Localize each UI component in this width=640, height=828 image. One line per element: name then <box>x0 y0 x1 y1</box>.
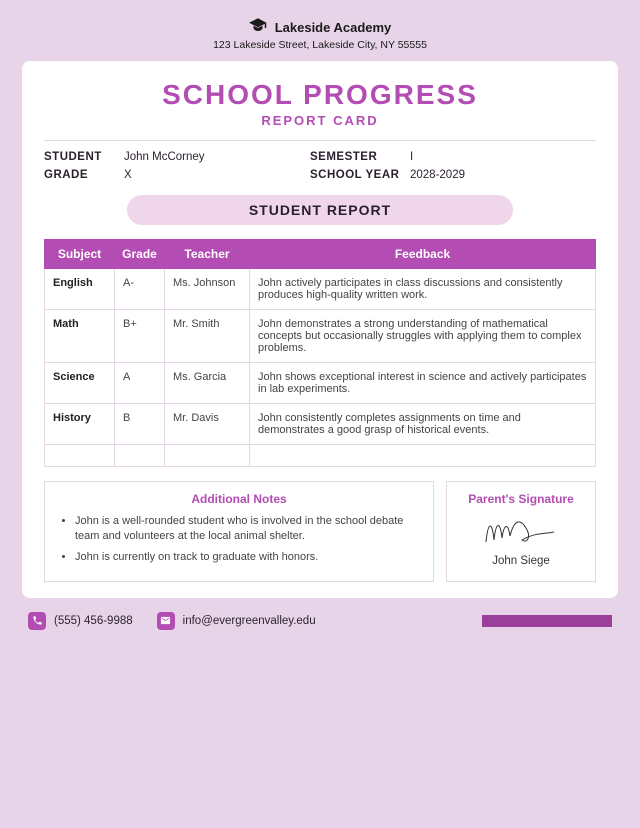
footer-email: info@evergreenvalley.edu <box>157 612 316 630</box>
cell-grade: A- <box>115 269 165 310</box>
label-student: STUDENT <box>44 151 124 163</box>
school-header: Lakeside Academy 123 Lakeside Street, La… <box>22 18 618 51</box>
divider <box>44 140 596 141</box>
signature-panel: Parent's Signature John Siege <box>446 481 596 582</box>
cell-grade: B+ <box>115 310 165 363</box>
cell-feedback: John shows exceptional interest in scien… <box>250 363 596 404</box>
cell-subject: History <box>45 404 115 445</box>
table-row: History B Mr. Davis John consistently co… <box>45 404 596 445</box>
label-grade: GRADE <box>44 169 124 181</box>
cell-grade: A <box>115 363 165 404</box>
grad-cap-icon <box>249 18 267 37</box>
cell-teacher: Ms. Garcia <box>165 363 250 404</box>
section-pill: STUDENT REPORT <box>127 195 513 225</box>
cell-teacher: Mr. Smith <box>165 310 250 363</box>
notes-list: John is a well-rounded student who is in… <box>57 514 421 565</box>
col-grade: Grade <box>115 240 165 269</box>
table-header-row: Subject Grade Teacher Feedback <box>45 240 596 269</box>
phone-text: (555) 456-9988 <box>54 615 133 627</box>
footer: (555) 456-9988 info@evergreenvalley.edu <box>22 598 618 630</box>
table-row: Math B+ Mr. Smith John demonstrates a st… <box>45 310 596 363</box>
label-school-year: SCHOOL YEAR <box>310 169 410 181</box>
col-teacher: Teacher <box>165 240 250 269</box>
notes-panel: Additional Notes John is a well-rounded … <box>44 481 434 582</box>
email-icon <box>157 612 175 630</box>
cell-teacher: Ms. Johnson <box>165 269 250 310</box>
cell-feedback: John demonstrates a strong understanding… <box>250 310 596 363</box>
cell-subject: Math <box>45 310 115 363</box>
signature-name: John Siege <box>459 555 583 567</box>
cell-feedback: John consistently completes assignments … <box>250 404 596 445</box>
table-row-empty <box>45 445 596 467</box>
email-text: info@evergreenvalley.edu <box>183 615 316 627</box>
col-feedback: Feedback <box>250 240 596 269</box>
list-item: John is currently on track to graduate w… <box>75 550 421 565</box>
signature-title: Parent's Signature <box>459 492 583 506</box>
list-item: John is a well-rounded student who is in… <box>75 514 421 544</box>
report-card: SCHOOL PROGRESS REPORT CARD STUDENT John… <box>22 61 618 598</box>
value-grade: X <box>124 169 310 181</box>
report-table: Subject Grade Teacher Feedback English A… <box>44 239 596 467</box>
school-name: Lakeside Academy <box>275 20 392 35</box>
signature-scribble-icon <box>459 514 583 553</box>
school-address: 123 Lakeside Street, Lakeside City, NY 5… <box>22 39 618 51</box>
value-semester: I <box>410 151 596 163</box>
value-school-year: 2028-2029 <box>410 169 596 181</box>
phone-icon <box>28 612 46 630</box>
footer-accent-bar <box>482 615 612 627</box>
notes-title: Additional Notes <box>57 492 421 506</box>
info-grid: STUDENT John McCorney SEMESTER I GRADE X… <box>44 151 596 181</box>
page-title: SCHOOL PROGRESS <box>44 79 596 111</box>
cell-subject: English <box>45 269 115 310</box>
cell-teacher: Mr. Davis <box>165 404 250 445</box>
label-semester: SEMESTER <box>310 151 410 163</box>
cell-grade: B <box>115 404 165 445</box>
footer-phone: (555) 456-9988 <box>28 612 133 630</box>
cell-feedback: John actively participates in class disc… <box>250 269 596 310</box>
page-subtitle: REPORT CARD <box>44 113 596 128</box>
table-row: Science A Ms. Garcia John shows exceptio… <box>45 363 596 404</box>
col-subject: Subject <box>45 240 115 269</box>
bottom-panels: Additional Notes John is a well-rounded … <box>44 481 596 582</box>
cell-subject: Science <box>45 363 115 404</box>
table-row: English A- Ms. Johnson John actively par… <box>45 269 596 310</box>
value-student: John McCorney <box>124 151 310 163</box>
